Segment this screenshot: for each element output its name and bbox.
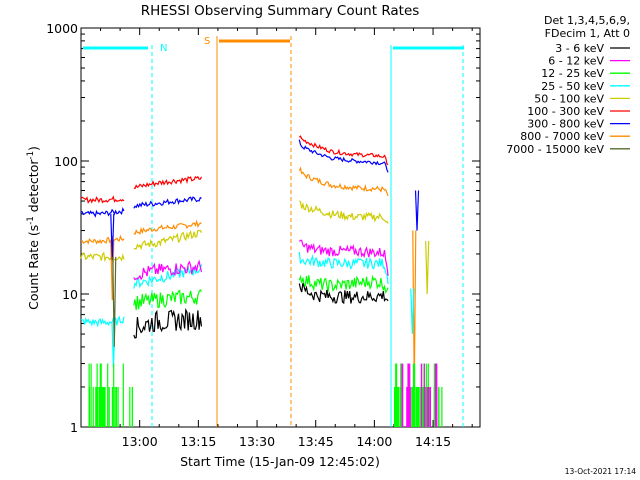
series-line <box>80 207 125 218</box>
chart-title: RHESSI Observing Summary Count Rates <box>141 3 420 19</box>
legend-entry-label: 100 - 300 keV <box>527 105 604 118</box>
legend-entry-label: 7000 - 15000 keV <box>506 143 604 156</box>
legend-header-fdecim: FDecim 1, Att 0 <box>545 27 630 40</box>
legend: Det 1,3,4,5,6,9, FDecim 1, Att 0 3 - 6 k… <box>506 14 630 156</box>
x-axis-ticks: 13:00 13:15 13:30 13:45 14:00 14:15 <box>100 28 473 449</box>
legend-entry-label: 25 - 50 keV <box>541 80 604 93</box>
legend-entry-label: 6 - 12 keV <box>548 55 604 68</box>
saa-label: S <box>204 36 210 47</box>
series-drop <box>410 288 415 335</box>
series-layer <box>80 135 430 387</box>
x-tick-label: 13:15 <box>180 434 216 449</box>
series-line <box>298 274 389 294</box>
low-count-noise <box>88 363 443 427</box>
x-tick-label: 14:00 <box>356 434 392 449</box>
series-line <box>133 307 203 339</box>
y-axis-ticks: 1 10 100 1000 <box>46 21 480 435</box>
series-line <box>298 135 389 166</box>
series-line <box>133 175 203 190</box>
series-line <box>298 239 389 276</box>
series-drop <box>414 190 420 231</box>
series-line <box>80 315 125 328</box>
series-drop <box>112 256 117 347</box>
x-axis-label: Start Time (15-Jan-09 12:45:02) <box>180 454 380 469</box>
series-line <box>133 264 203 289</box>
legend-entry-label: 12 - 25 keV <box>541 67 604 80</box>
series-line <box>80 251 125 263</box>
generation-date-stamp: 13-Oct-2021 17:14 <box>565 467 636 476</box>
night-label: N <box>160 43 167 54</box>
series-line <box>133 196 202 209</box>
x-tick-label: 14:15 <box>415 434 451 449</box>
series-line <box>298 283 389 305</box>
y-tick-label: 10 <box>62 287 78 302</box>
series-line <box>133 229 203 251</box>
series-line <box>298 200 389 224</box>
series-line <box>80 195 125 204</box>
series-line <box>80 234 125 245</box>
y-tick-label: 1000 <box>46 21 78 36</box>
plot-frame <box>80 27 481 428</box>
series-line <box>298 251 389 285</box>
legend-entry-label: 50 - 100 keV <box>534 92 604 105</box>
y-tick-label: 100 <box>54 154 78 169</box>
orbit-indicators: N S <box>83 36 464 427</box>
legend-header-detectors: Det 1,3,4,5,6,9, <box>544 14 630 27</box>
series-line <box>133 289 202 311</box>
x-tick-label: 13:00 <box>122 434 158 449</box>
series-drop <box>425 241 430 295</box>
legend-entry-label: 300 - 800 keV <box>527 118 604 131</box>
y-tick-label: 1 <box>70 420 78 435</box>
legend-entry-label: 3 - 6 keV <box>555 42 604 55</box>
series-line <box>133 219 202 235</box>
x-tick-label: 13:30 <box>239 434 275 449</box>
x-tick-label: 13:45 <box>298 434 334 449</box>
series-line <box>298 139 389 173</box>
series-line <box>133 259 203 281</box>
y-axis-label: Count Rate (s-1 detector-1) <box>26 146 41 310</box>
legend-entry-label: 800 - 7000 keV <box>520 130 604 143</box>
series-line <box>298 166 389 197</box>
